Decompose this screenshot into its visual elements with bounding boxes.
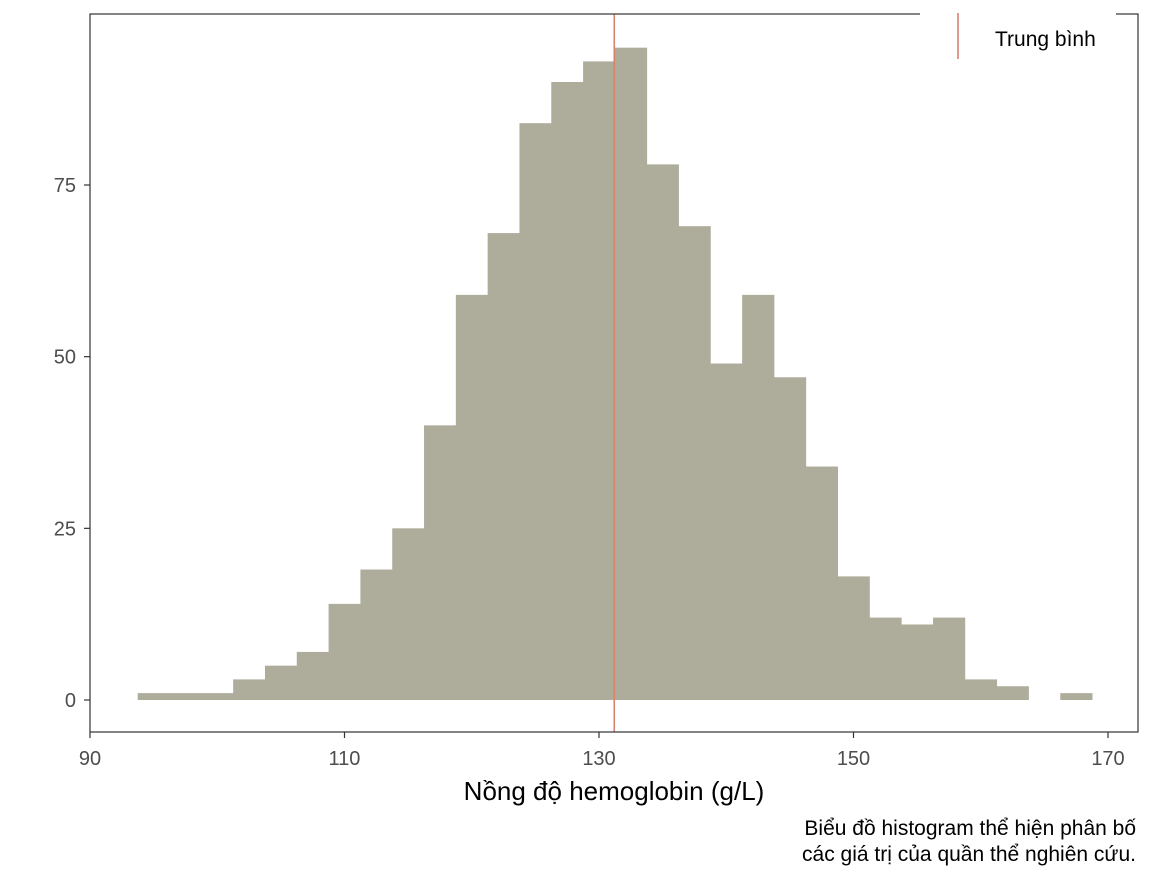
histogram-bar-3 — [233, 679, 266, 700]
histogram-bar-12 — [519, 123, 552, 700]
y-tick-label-25: 25 — [54, 518, 76, 540]
histogram-bar-22 — [837, 576, 870, 700]
plot-panel-border — [89, 13, 1139, 733]
legend-label: Trung bình — [995, 28, 1096, 51]
histogram-bar-5 — [296, 651, 329, 700]
ticks-layer: 90 110 130 150 170 0 25 50 75 — [54, 175, 1125, 770]
x-tick-label-150: 150 — [837, 748, 870, 770]
caption-line-2: các giá trị của quần thể nghiên cứu. — [802, 843, 1136, 866]
histogram-bar-29 — [1060, 693, 1093, 700]
histogram-bar-7 — [360, 569, 393, 700]
histogram-bar-13 — [551, 82, 584, 700]
chart-caption: Biểu đồ histogram thể hiện phân bố các g… — [802, 816, 1136, 868]
histogram-bar-24 — [901, 624, 934, 700]
caption-line-1: Biểu đồ histogram thể hiện phân bố — [804, 817, 1136, 840]
histogram-bar-17 — [678, 226, 711, 700]
y-tick-label-0: 0 — [65, 690, 76, 712]
histogram-bar-14 — [583, 61, 616, 700]
histogram-bar-10 — [455, 294, 489, 700]
histogram-bar-21 — [805, 466, 838, 700]
y-tick-label-50: 50 — [54, 347, 76, 369]
histogram-bar-9 — [424, 425, 457, 700]
legend: Trung bình — [920, 10, 1116, 66]
histogram-bar-19 — [742, 294, 775, 700]
histogram-bar-6 — [328, 603, 361, 700]
histogram-bar-26 — [964, 679, 998, 700]
legend-background — [920, 10, 1116, 66]
x-tick-label-110: 110 — [329, 748, 361, 770]
histogram-bar-0 — [137, 693, 170, 700]
histogram-bar-16 — [646, 164, 679, 700]
x-axis-title: Nồng độ hemoglobin (g/L) — [464, 776, 765, 806]
histogram-bar-20 — [773, 377, 807, 700]
histogram-bar-1 — [169, 693, 202, 700]
x-tick-label-130: 130 — [582, 748, 615, 770]
histogram-bar-2 — [201, 693, 234, 700]
histogram-bar-11 — [487, 233, 520, 700]
histogram-bar-4 — [264, 665, 298, 700]
histogram-bar-8 — [392, 528, 425, 700]
histogram-bar-25 — [933, 617, 966, 700]
x-tick-label-170: 170 — [1091, 748, 1124, 770]
y-tick-label-75: 75 — [54, 175, 76, 197]
x-tick-label-90: 90 — [79, 748, 101, 770]
bars-layer — [137, 47, 1093, 701]
histogram-bar-15 — [614, 47, 648, 701]
histogram-bar-23 — [869, 617, 902, 700]
histogram-bar-27 — [996, 686, 1029, 700]
histogram-bar-18 — [710, 363, 743, 700]
